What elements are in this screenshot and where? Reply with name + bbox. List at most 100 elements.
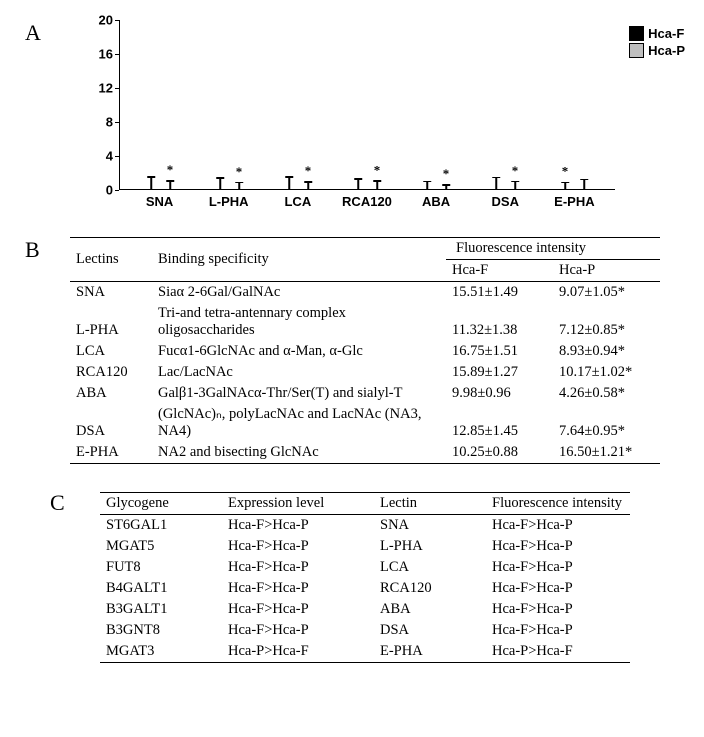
y-tick-label: 0 [106, 183, 113, 198]
x-axis-label: L-PHA [199, 194, 259, 209]
legend-swatch-hca-p [629, 43, 644, 58]
y-tick-label: 16 [99, 47, 113, 62]
table-cell: Hca-F>Hca-P [486, 599, 630, 620]
th-hca-f: Hca-F [446, 260, 553, 282]
y-tick-label: 20 [99, 13, 113, 28]
th-glycogene: Glycogene [100, 493, 222, 515]
table-cell: 9.98±0.96 [446, 383, 553, 404]
table-row: LCAFucα1-6GlcNAc and α-Man, α-Glc16.75±1… [70, 341, 660, 362]
table-cell: 15.51±1.49 [446, 282, 553, 304]
table-row: B3GALT1Hca-F>Hca-PABAHca-F>Hca-P [100, 599, 630, 620]
table-cell: 10.25±0.88 [446, 442, 553, 464]
table-cell: 8.93±0.94* [553, 341, 660, 362]
table-row: RCA120Lac/LacNAc15.89±1.2710.17±1.02* [70, 362, 660, 383]
plot-area: * * * * * * * [119, 20, 615, 190]
table-row: ST6GAL1Hca-F>Hca-PSNAHca-F>Hca-P [100, 515, 630, 537]
table-cell: 16.75±1.51 [446, 341, 553, 362]
table-cell: B3GALT1 [100, 599, 222, 620]
significance-marker: * [443, 166, 450, 182]
th-expression: Expression level [222, 493, 374, 515]
table-cell: 4.26±0.58* [553, 383, 660, 404]
table-row: L-PHATri-and tetra-antennary complex oli… [70, 303, 660, 341]
table-row: ABAGalβ1-3GalNAcα-Thr/Ser(T) and sialyl-… [70, 383, 660, 404]
significance-marker: * [167, 162, 174, 178]
table-cell: 12.85±1.45 [446, 404, 553, 442]
table-cell: NA2 and bisecting GlcNAc [152, 442, 446, 464]
th-hca-p: Hca-P [553, 260, 660, 282]
x-axis-label: LCA [268, 194, 328, 209]
table-cell: RCA120 [374, 578, 486, 599]
panel-a: A 048121620 ******* Hca-F Hca-P SNAL-PHA… [30, 20, 674, 209]
x-axis-label: RCA120 [337, 194, 397, 209]
panel-a-label: A [25, 20, 41, 46]
bar-chart: 048121620 ******* Hca-F Hca-P SNAL-PHALC… [85, 20, 615, 209]
table-cell: B3GNT8 [100, 620, 222, 641]
table-cell: Hca-F>Hca-P [222, 578, 374, 599]
table-cell: Hca-F>Hca-P [486, 620, 630, 641]
table-cell: Fucα1-6GlcNAc and α-Man, α-Glc [152, 341, 446, 362]
table-cell: Hca-F>Hca-P [222, 620, 374, 641]
table-c: Glycogene Expression level Lectin Fluore… [100, 492, 630, 663]
table-cell: Hca-F>Hca-P [222, 515, 374, 537]
table-cell: LCA [70, 341, 152, 362]
significance-marker: * [305, 163, 312, 179]
legend-label: Hca-F [648, 26, 684, 41]
table-cell: Galβ1-3GalNAcα-Thr/Ser(T) and sialyl-T [152, 383, 446, 404]
table-cell: 16.50±1.21* [553, 442, 660, 464]
th-lectin: Lectin [374, 493, 486, 515]
table-cell: 9.07±1.05* [553, 282, 660, 304]
table-cell: L-PHA [70, 303, 152, 341]
table-cell: RCA120 [70, 362, 152, 383]
x-axis-label: E-PHA [544, 194, 604, 209]
table-row: DSA(GlcNAc)ₙ, polyLacNAc and LacNAc (NA3… [70, 404, 660, 442]
panel-b: B Lectins Binding specificity Fluorescen… [30, 237, 674, 464]
table-cell: MGAT3 [100, 641, 222, 663]
table-cell: SNA [374, 515, 486, 537]
x-axis-label: SNA [130, 194, 190, 209]
legend-item-hca-f: Hca-F [629, 26, 685, 41]
table-cell: B4GALT1 [100, 578, 222, 599]
significance-marker: * [236, 164, 243, 180]
table-row: B3GNT8Hca-F>Hca-PDSAHca-F>Hca-P [100, 620, 630, 641]
table-cell: SNA [70, 282, 152, 304]
table-row: FUT8Hca-F>Hca-PLCAHca-F>Hca-P [100, 557, 630, 578]
table-cell: Hca-F>Hca-P [222, 557, 374, 578]
th-fluorescence: Fluorescence intensity [446, 238, 660, 260]
significance-marker: * [562, 164, 569, 180]
y-tick-label: 12 [99, 81, 113, 96]
panel-c: C Glycogene Expression level Lectin Fluo… [30, 492, 674, 663]
legend-item-hca-p: Hca-P [629, 43, 685, 58]
table-cell: DSA [70, 404, 152, 442]
x-axis-labels: SNA L-PHA LCA RCA120 ABA DSA E-PHA [85, 190, 615, 209]
y-tick-label: 8 [106, 115, 113, 130]
table-cell: FUT8 [100, 557, 222, 578]
th-lectins: Lectins [70, 238, 152, 282]
y-axis: 048121620 [85, 20, 119, 190]
table-cell: Hca-F>Hca-P [222, 599, 374, 620]
table-cell: (GlcNAc)ₙ, polyLacNAc and LacNAc (NA3, N… [152, 404, 446, 442]
table-cell: E-PHA [374, 641, 486, 663]
table-row: MGAT3Hca-P>Hca-FE-PHAHca-P>Hca-F [100, 641, 630, 663]
panel-c-label: C [50, 490, 65, 516]
x-axis-label: ABA [406, 194, 466, 209]
table-cell: ABA [70, 383, 152, 404]
panel-b-label: B [25, 237, 40, 263]
significance-marker: * [512, 163, 519, 179]
table-cell: Hca-F>Hca-P [486, 557, 630, 578]
table-cell: 10.17±1.02* [553, 362, 660, 383]
legend-label: Hca-P [648, 43, 685, 58]
table-cell: E-PHA [70, 442, 152, 464]
table-cell: 7.64±0.95* [553, 404, 660, 442]
table-cell: Lac/LacNAc [152, 362, 446, 383]
table-cell: L-PHA [374, 536, 486, 557]
table-cell: Hca-F>Hca-P [486, 578, 630, 599]
significance-marker: * [374, 162, 381, 178]
table-cell: Siaα 2-6Gal/GalNAc [152, 282, 446, 304]
table-cell: Hca-F>Hca-P [486, 536, 630, 557]
x-axis-label: DSA [475, 194, 535, 209]
table-row: B4GALT1Hca-F>Hca-PRCA120Hca-F>Hca-P [100, 578, 630, 599]
table-cell: 7.12±0.85* [553, 303, 660, 341]
th-binding: Binding specificity [152, 238, 446, 282]
table-cell: 15.89±1.27 [446, 362, 553, 383]
table-row: MGAT5Hca-F>Hca-PL-PHAHca-F>Hca-P [100, 536, 630, 557]
